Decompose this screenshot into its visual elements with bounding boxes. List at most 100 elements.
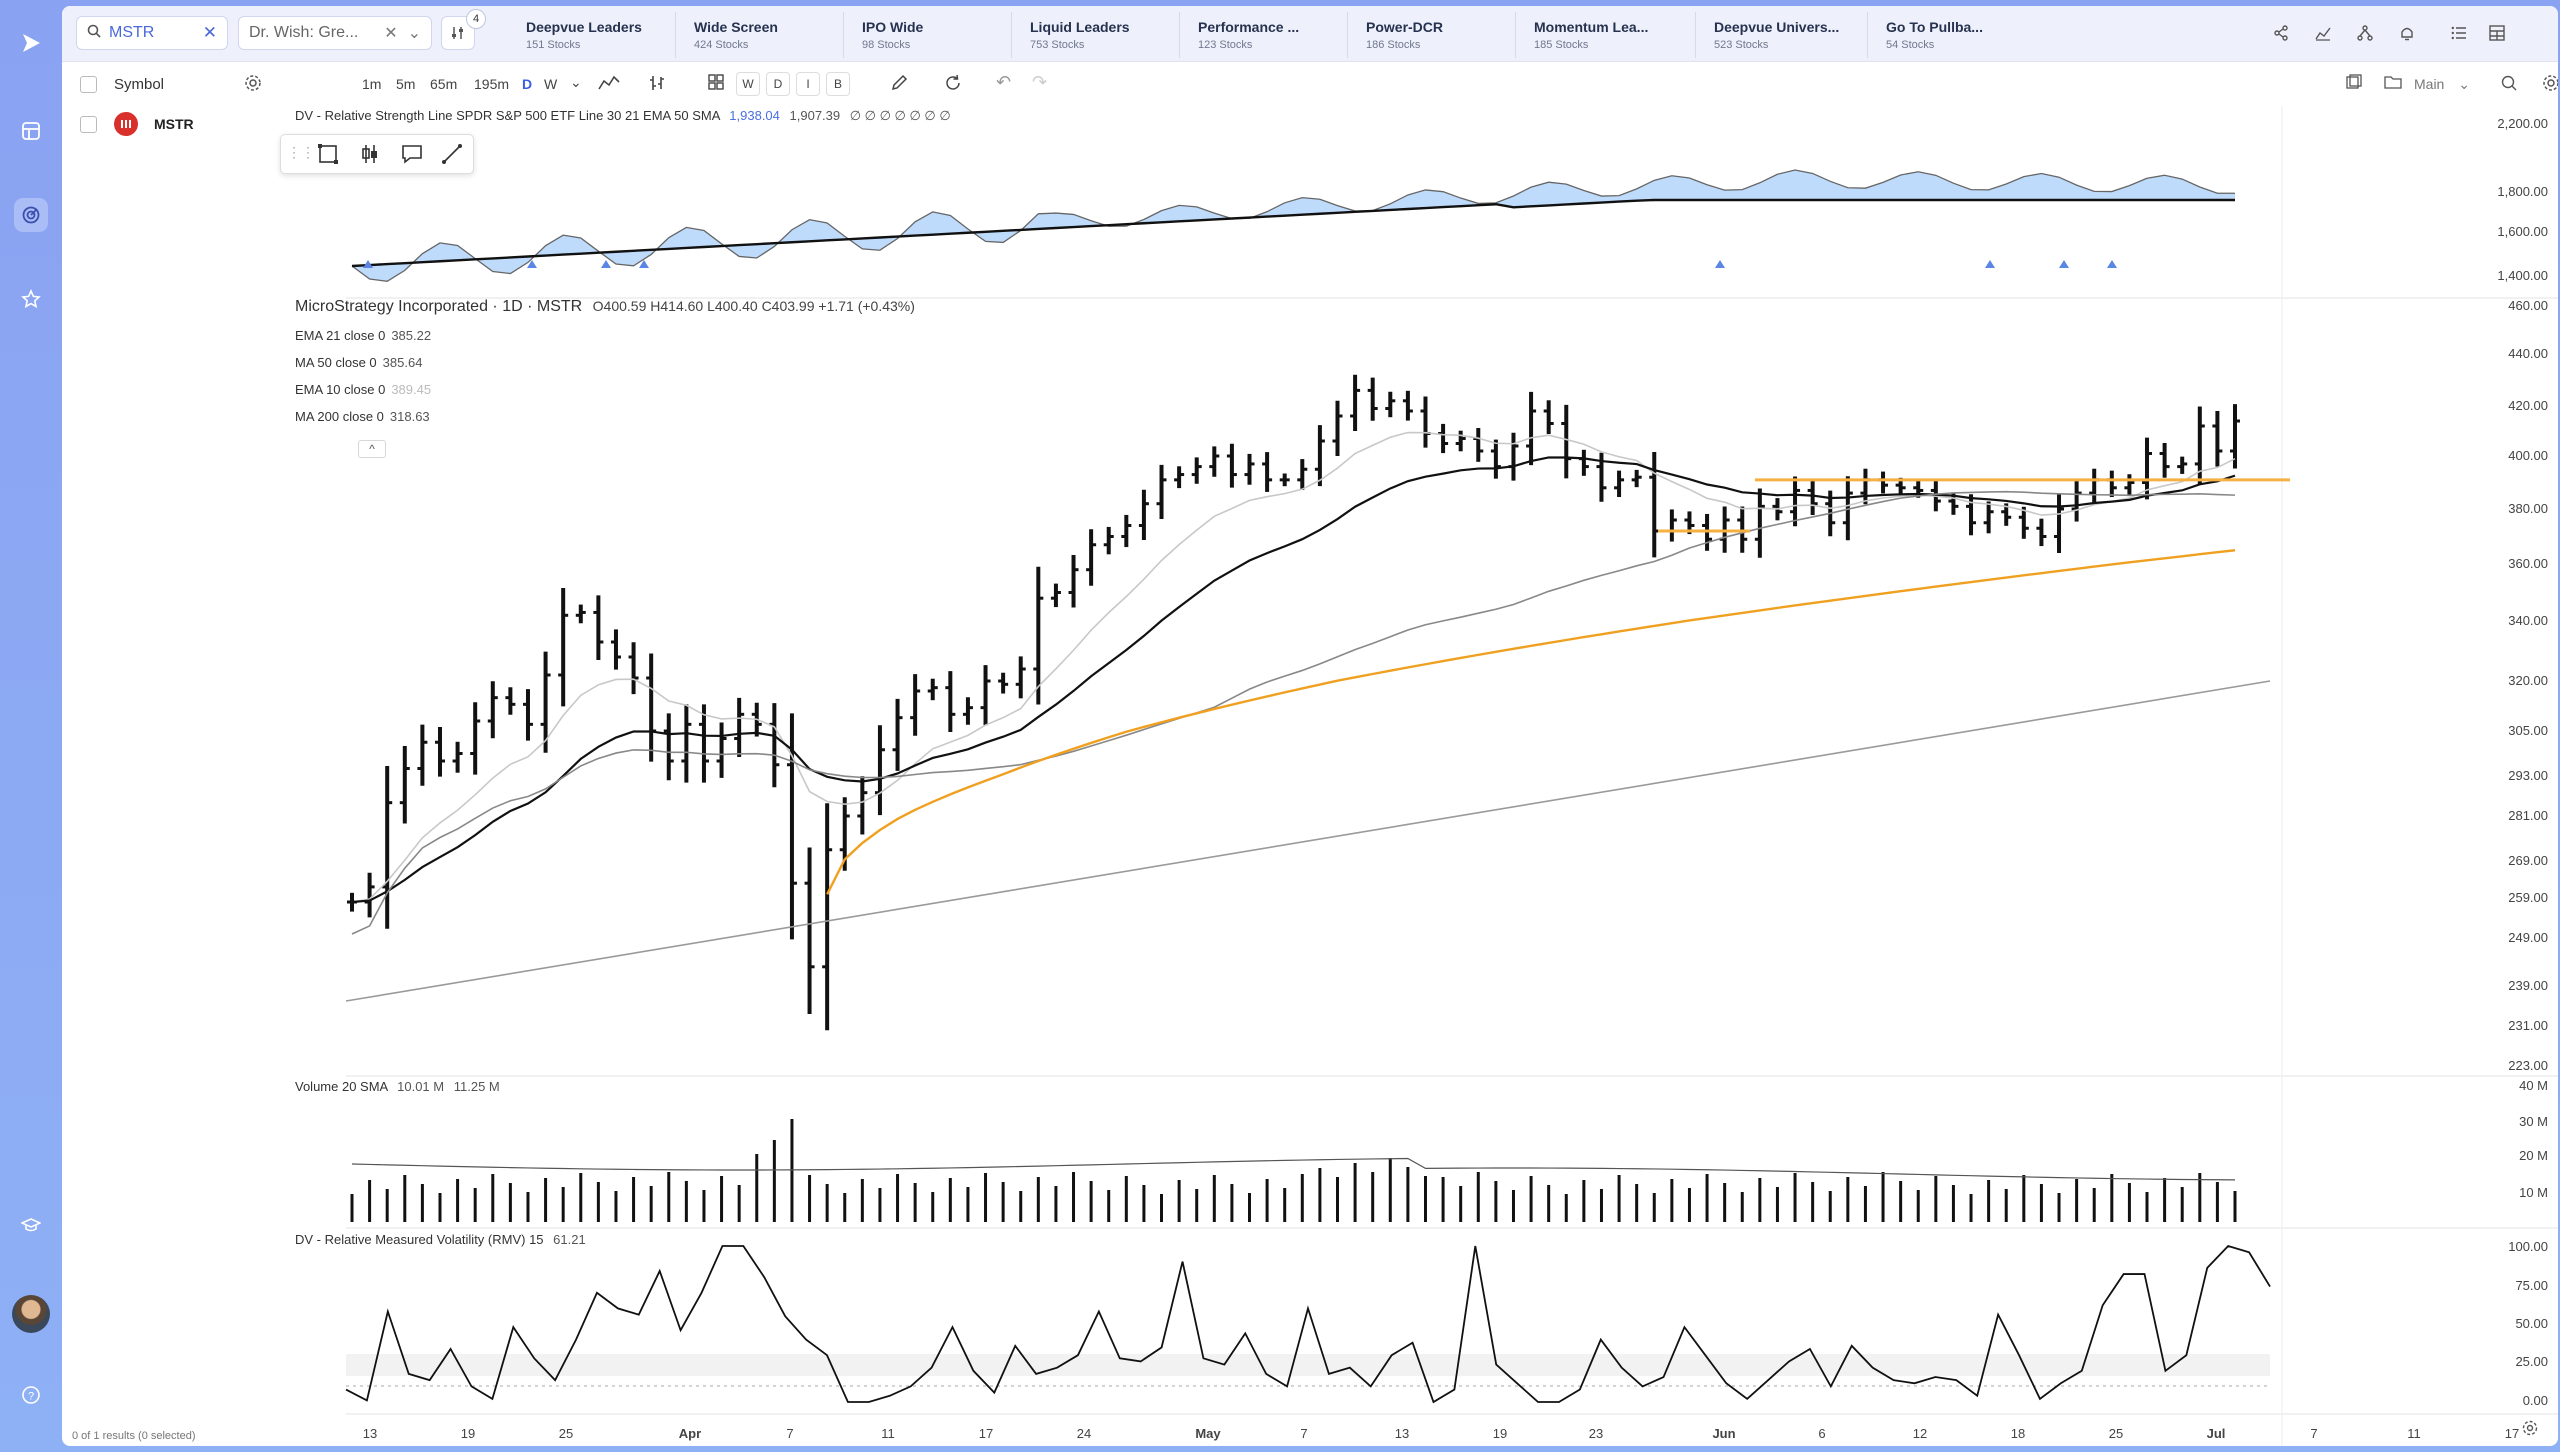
help-icon[interactable]: ? xyxy=(14,1378,48,1412)
watchlist-row[interactable]: MSTR xyxy=(62,106,280,142)
letter-button-b[interactable]: B xyxy=(826,72,850,96)
bottom-settings-icon[interactable] xyxy=(2522,1420,2538,1441)
timeframe-1m[interactable]: 1m xyxy=(362,76,382,92)
price-axis-label: 249.00 xyxy=(2508,930,2548,945)
screen-tab-5[interactable]: Power-DCR 186 Stocks xyxy=(1348,12,1516,58)
folder-icon[interactable] xyxy=(2384,74,2402,93)
rmv-band xyxy=(346,1354,2270,1376)
screen-tab-3[interactable]: Liquid Leaders 753 Stocks xyxy=(1012,12,1180,58)
screen-tab-name: Liquid Leaders xyxy=(1030,19,1130,35)
date-axis-label: 11 xyxy=(881,1426,895,1441)
date-axis-label: 23 xyxy=(1589,1426,1603,1441)
undo-icon[interactable]: ↶ xyxy=(996,72,1012,92)
redo-icon[interactable]: ↷ xyxy=(1032,72,1048,92)
list-icon[interactable] xyxy=(2446,20,2472,46)
candles-tool-icon[interactable] xyxy=(359,143,381,171)
screen-select[interactable]: Dr. Wish: Gre... ✕ ⌄ xyxy=(238,16,432,50)
rs-legend-rest: ∅ ∅ ∅ ∅ ∅ ∅ ∅ xyxy=(849,108,951,123)
price-axis-label: 440.00 xyxy=(2508,346,2548,361)
line-chart-icon[interactable] xyxy=(2310,20,2336,46)
collapse-legend-button[interactable]: ^ xyxy=(358,440,386,458)
price-axis-label: 293.00 xyxy=(2508,768,2548,783)
select-all-checkbox[interactable] xyxy=(80,76,97,93)
date-axis-label: May xyxy=(1195,1426,1221,1441)
letter-button-w[interactable]: W xyxy=(736,72,760,96)
ma-label: MA 200 close 0 xyxy=(295,409,384,424)
rectangle-tool-icon[interactable] xyxy=(317,143,339,171)
clear-search-icon[interactable]: ✕ xyxy=(202,23,217,42)
timeframe-dropdown-icon[interactable]: ⌄ xyxy=(570,74,582,90)
screen-tab-name: IPO Wide xyxy=(862,19,924,35)
timeframe-w[interactable]: W xyxy=(544,76,558,92)
date-axis-label: 25 xyxy=(2109,1426,2123,1441)
screen-tab-count: 424 Stocks xyxy=(694,39,749,51)
letter-button-i[interactable]: I xyxy=(796,72,820,96)
pen-icon[interactable] xyxy=(890,74,908,95)
timeframe-5m[interactable]: 5m xyxy=(396,76,416,92)
ma-value: 385.64 xyxy=(382,355,423,370)
graduation-cap-icon[interactable] xyxy=(14,1208,48,1242)
layout-select[interactable]: Main ⌄ xyxy=(2414,76,2470,93)
line-tool-icon[interactable] xyxy=(441,143,463,171)
price-legend: MicroStrategy Incorporated · 1D · MSTR O… xyxy=(295,298,915,316)
screen-tab-0[interactable]: Deepvue Leaders 151 Stocks xyxy=(508,12,676,58)
clear-screen-icon[interactable]: ✕ xyxy=(384,25,398,42)
grid-icon[interactable] xyxy=(708,74,724,93)
rmv-axis-label: 25.00 xyxy=(2515,1354,2548,1369)
symbol-search-input[interactable]: MSTR ✕ xyxy=(76,16,228,50)
timeframe-195m[interactable]: 195m xyxy=(474,76,510,92)
screen-tab-7[interactable]: Deepvue Univers... 523 Stocks xyxy=(1696,12,1868,58)
share-icon[interactable] xyxy=(2268,20,2294,46)
bar-style-icon[interactable] xyxy=(648,74,666,95)
svg-text:?: ? xyxy=(28,1391,34,1403)
rs-new-high-marker xyxy=(363,260,373,268)
price-chart[interactable]: 2,200.00 1,800.00 1,600.00 1,400.00 460.00 44… xyxy=(280,106,2558,1446)
screen-tab-name: Performance ... xyxy=(1198,19,1300,35)
play-logo-icon[interactable] xyxy=(14,26,48,60)
zoom-icon[interactable] xyxy=(2500,74,2518,95)
bell-icon[interactable] xyxy=(2394,20,2420,46)
radar-icon[interactable] xyxy=(14,198,48,232)
main-window: MSTR ✕ Dr. Wish: Gre... ✕ ⌄ 4 Deepvue Le… xyxy=(62,6,2558,1446)
timeframe-d[interactable]: D xyxy=(522,76,533,92)
drag-handle-icon[interactable]: ⋮⋮ xyxy=(287,144,315,160)
date-axis-label: 7 xyxy=(786,1426,793,1441)
volume-axis-label: 10 M xyxy=(2519,1185,2548,1200)
rs-fill xyxy=(352,170,2235,282)
timeframe-65m[interactable]: 65m xyxy=(430,76,458,92)
avatar[interactable] xyxy=(12,1295,50,1333)
row-checkbox[interactable] xyxy=(80,116,97,133)
screen-tab-8[interactable]: Go To Pullba... 54 Stocks xyxy=(1868,12,2040,58)
rs-legend-value-1: 1,938.04 xyxy=(729,108,780,123)
ma-legend-0: EMA 21 close 0 385.22 xyxy=(295,328,431,343)
layout-label: Main xyxy=(2414,76,2445,92)
screen-tab-2[interactable]: IPO Wide 98 Stocks xyxy=(844,12,1012,58)
panel-layout-icon[interactable] xyxy=(2484,20,2510,46)
comment-tool-icon[interactable] xyxy=(401,143,423,171)
chevron-down-icon[interactable]: ⌄ xyxy=(407,25,421,42)
layout-icon[interactable] xyxy=(14,114,48,148)
screen-tab-1[interactable]: Wide Screen 424 Stocks xyxy=(676,12,844,58)
date-axis-label: 24 xyxy=(1077,1426,1091,1441)
date-axis-label: Jun xyxy=(1712,1426,1735,1441)
date-axis-label: 13 xyxy=(363,1426,377,1441)
watchlist-footer: 0 of 1 results (0 selected) xyxy=(72,1430,196,1442)
screen-tab-6[interactable]: Momentum Lea... 185 Stocks xyxy=(1516,12,1696,58)
refresh-icon[interactable] xyxy=(944,74,962,95)
date-axis-label: 17 xyxy=(979,1426,993,1441)
column-settings-icon[interactable] xyxy=(244,74,262,96)
rmv-legend: DV - Relative Measured Volatility (RMV) … xyxy=(295,1232,586,1247)
screen-tab-name: Deepvue Leaders xyxy=(526,19,642,35)
price-axis-label: 305.00 xyxy=(2508,723,2548,738)
price-axis-label: 380.00 xyxy=(2508,501,2548,516)
date-axis-label: Apr xyxy=(679,1426,701,1441)
indicators-icon[interactable] xyxy=(598,74,620,95)
symbol-column-header[interactable]: Symbol xyxy=(114,76,165,93)
letter-button-d[interactable]: D xyxy=(766,72,790,96)
rs-axis-label: 1,600.00 xyxy=(2497,224,2548,239)
hierarchy-icon[interactable] xyxy=(2352,20,2378,46)
star-icon[interactable] xyxy=(14,282,48,316)
screen-tab-4[interactable]: Performance ... 123 Stocks xyxy=(1180,12,1348,58)
chart-settings-icon[interactable] xyxy=(2542,74,2558,95)
layout-copy-icon[interactable] xyxy=(2346,74,2362,93)
